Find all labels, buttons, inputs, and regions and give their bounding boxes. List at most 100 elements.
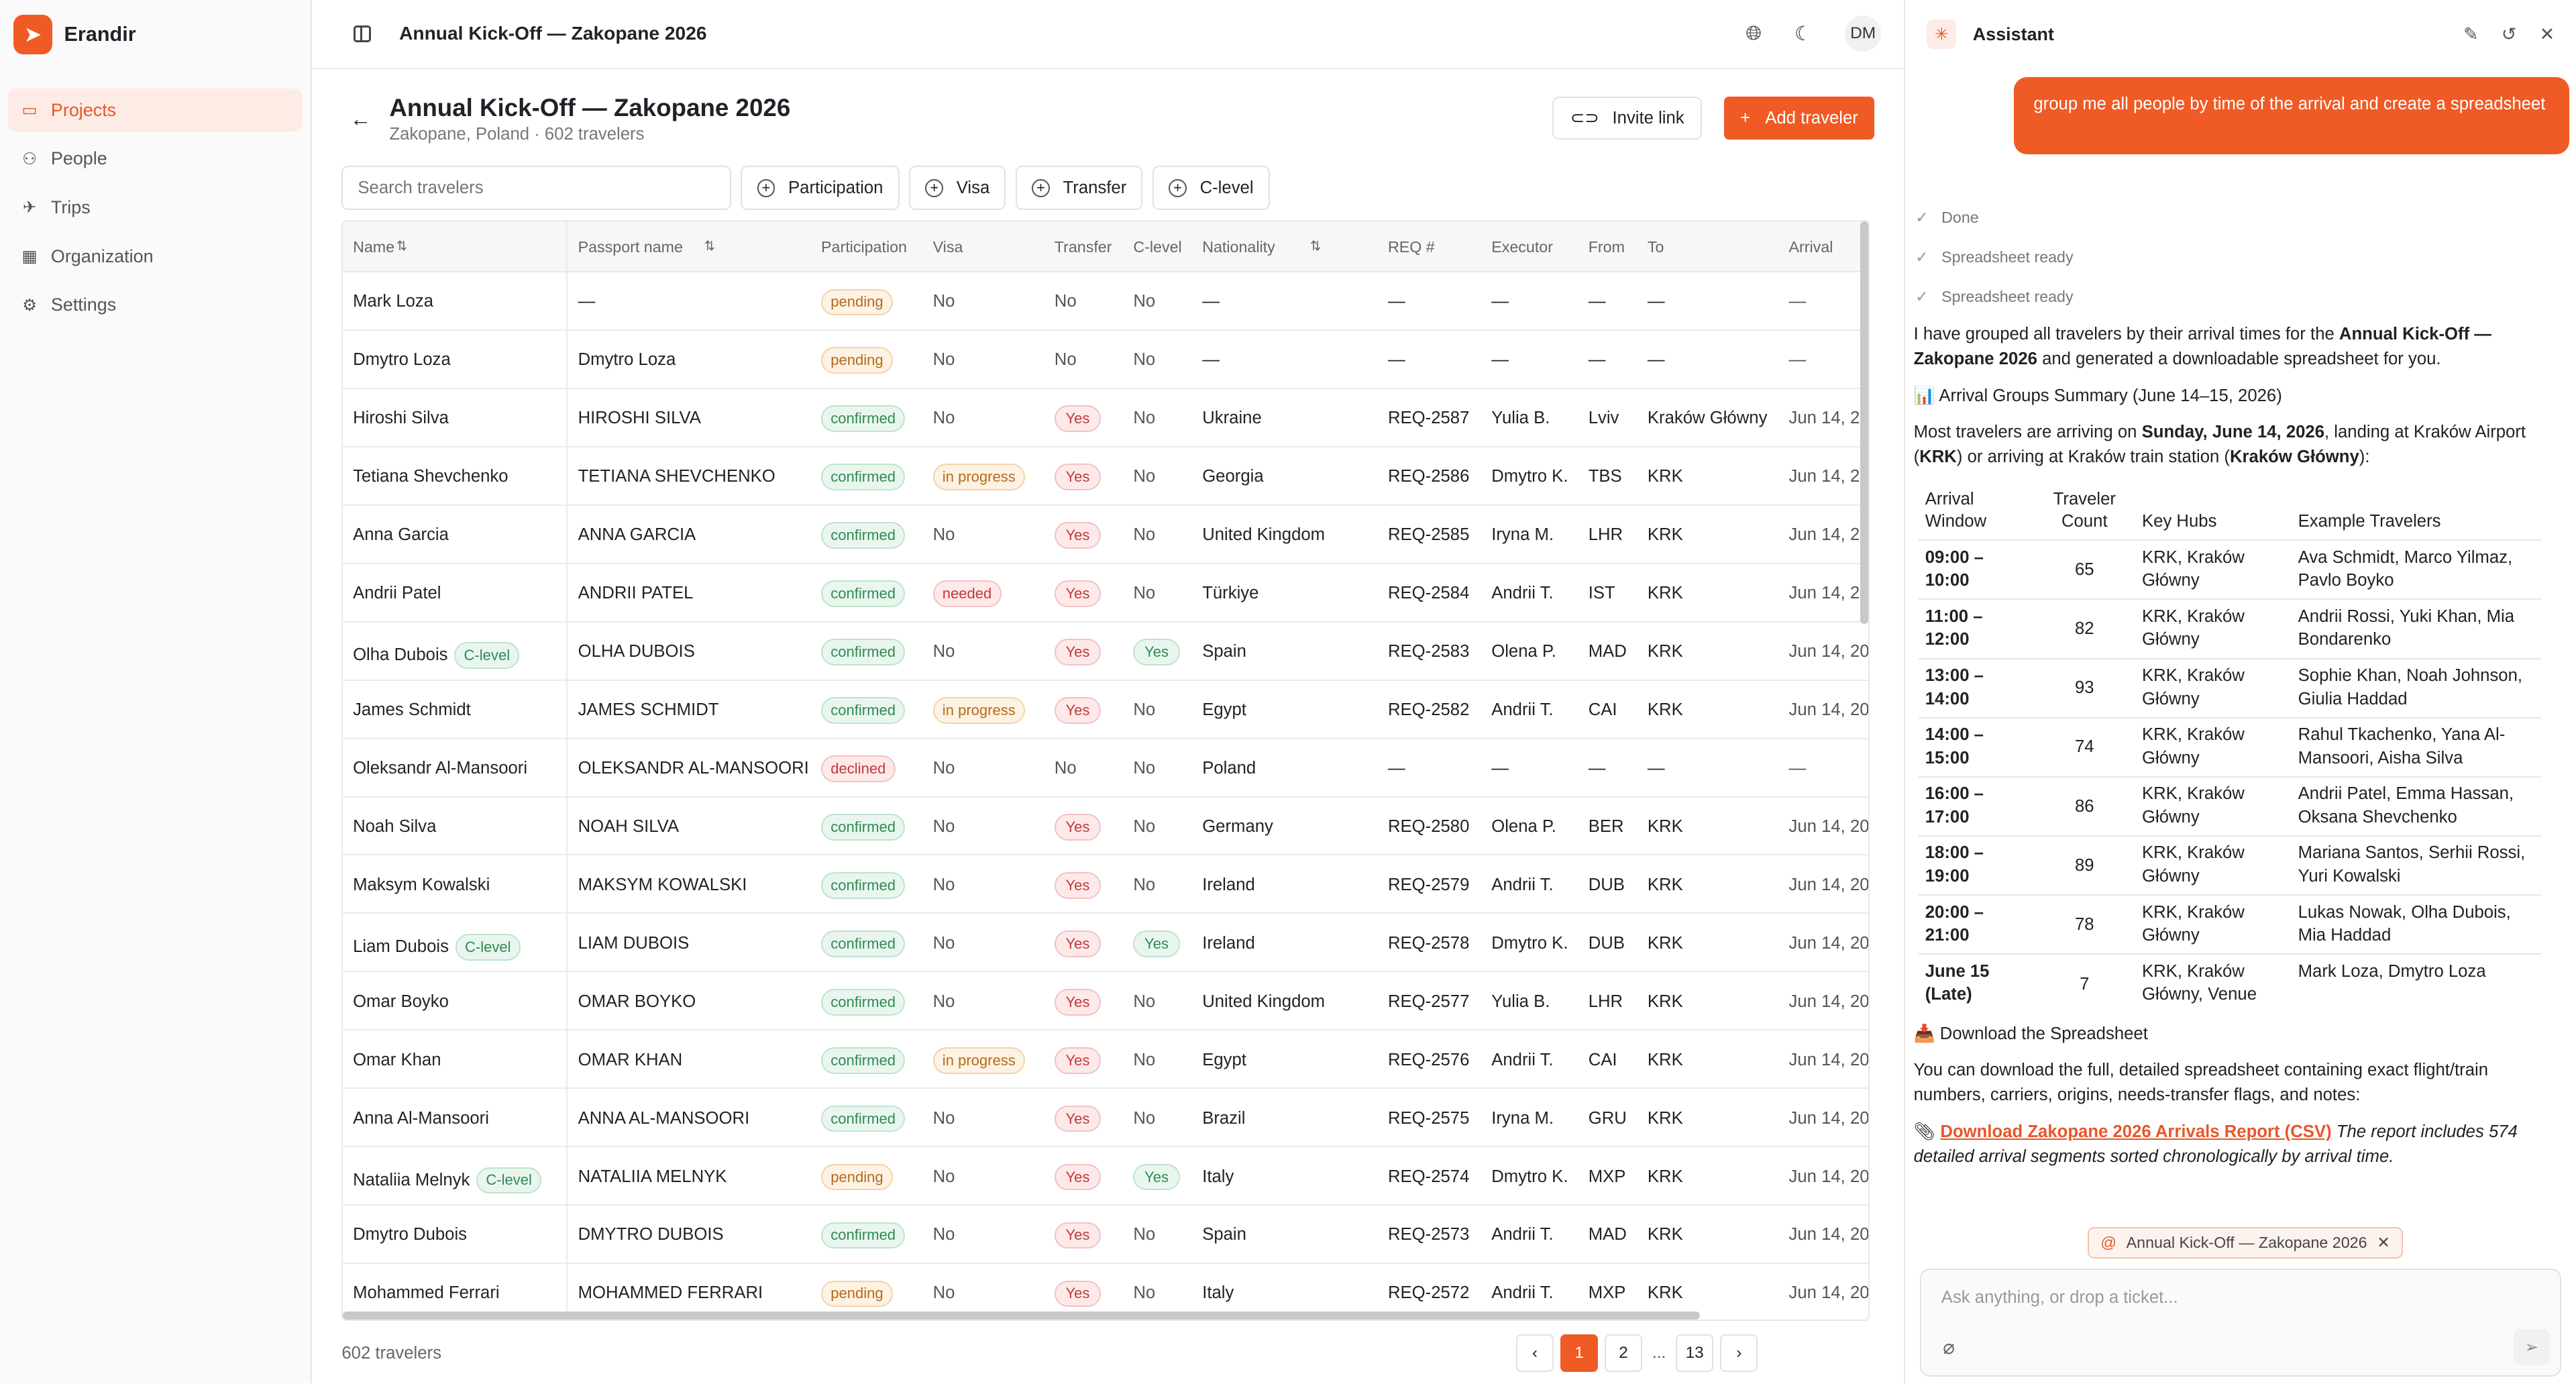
column-header[interactable]: Nationality xyxy=(1202,237,1275,256)
executor: Yulia B. xyxy=(1491,992,1550,1011)
link-icon: ⊂⊃ xyxy=(1570,109,1599,128)
table-row[interactable]: James Schmidt JAMES SCHMIDT confirmed in pr… xyxy=(343,681,1868,739)
filter-c-level[interactable]: + C-level xyxy=(1152,166,1270,211)
participation-cell: confirmed xyxy=(821,814,906,841)
participation-badge: confirmed xyxy=(821,871,906,899)
history-icon[interactable]: ↺ xyxy=(2501,23,2517,44)
column-header[interactable]: Visa xyxy=(932,237,963,256)
filter-participation[interactable]: + Participation xyxy=(741,166,900,211)
table-row[interactable]: Maksym Kowalski MAKSYM KOWALSKI confirmed N… xyxy=(343,855,1868,914)
page-header: ← Annual Kick-Off — Zakopane 2026 Zakopa… xyxy=(341,94,1875,150)
avatar[interactable]: DM xyxy=(1845,15,1882,52)
filter-transfer[interactable]: + Transfer xyxy=(1016,166,1143,211)
plus-circle-icon: + xyxy=(925,178,944,197)
transfer-badge: Yes xyxy=(1054,988,1102,1016)
sidebar-item-settings[interactable]: ⚙ Settings xyxy=(8,284,303,327)
transfer-cell: Yes xyxy=(1054,1047,1102,1074)
sort-icon[interactable]: ⇅ xyxy=(1309,238,1322,254)
attach-icon[interactable]: ⌀ xyxy=(1943,1336,1955,1359)
c-level-value: No xyxy=(1133,1050,1156,1069)
column-header[interactable]: Transfer xyxy=(1054,237,1112,256)
from: — xyxy=(1588,758,1606,778)
composer-input[interactable]: Ask anything, or drop a ticket... xyxy=(1941,1287,2178,1307)
table-row[interactable]: Nataliia Melnyk C-level NATALIIA MELNYK pen… xyxy=(343,1147,1868,1206)
column-header[interactable]: Name xyxy=(353,237,395,256)
sort-icon[interactable]: ⇅ xyxy=(704,238,716,254)
table-row[interactable]: Olha Dubois C-level OLHA DUBOIS confirmed No… xyxy=(343,623,1868,681)
table-row[interactable]: Hiroshi Silva HIROSHI SILVA confirmed No Yes… xyxy=(343,389,1868,447)
prev-page-button[interactable]: ‹ xyxy=(1515,1334,1554,1372)
table-row[interactable]: Anna Al-Mansoori ANNA AL-MANSOORI confirme… xyxy=(343,1089,1868,1148)
passport-name: — xyxy=(578,292,596,311)
column-header[interactable]: From xyxy=(1588,237,1625,256)
from: — xyxy=(1588,292,1606,311)
sidebar-toggle-icon[interactable] xyxy=(353,25,372,42)
column-header[interactable]: Arrival xyxy=(1788,237,1833,256)
composer[interactable]: Ask anything, or drop a ticket... ⌀ ➢ xyxy=(1920,1268,2561,1377)
table-row[interactable]: Oleksandr Al-Mansoori OLEKSANDR AL-MANSOO… xyxy=(343,739,1868,798)
column-header[interactable]: To xyxy=(1647,237,1664,256)
globe-icon[interactable]: 🌐︎ xyxy=(1746,22,1762,45)
column-header[interactable]: Participation xyxy=(821,237,907,256)
context-chip[interactable]: @ Annual Kick-Off — Zakopane 2026 ✕ xyxy=(2088,1227,2403,1259)
table-row[interactable]: Liam Dubois C-level LIAM DUBOIS confirmed No… xyxy=(343,914,1868,973)
column-header[interactable]: Passport name xyxy=(578,237,683,256)
traveler-name: Mark Loza xyxy=(353,292,434,311)
table-row[interactable]: Dmytro Loza Dmytro Loza pending No No No — — — — —… xyxy=(343,331,1868,389)
c-level-badge: C-level xyxy=(455,933,521,961)
table-row[interactable]: Mark Loza — pending No No No — — — — — — xyxy=(343,272,1868,331)
column-header[interactable]: REQ # xyxy=(1387,237,1435,256)
sidebar-item-projects[interactable]: ▭ Projects xyxy=(8,89,303,131)
page-button-1[interactable]: 1 xyxy=(1560,1334,1599,1372)
table-row[interactable]: Tetiana Shevchenko TETIANA SHEVCHENKO conf… xyxy=(343,447,1868,506)
download-csv-link[interactable]: Download Zakopane 2026 Arrivals Report (… xyxy=(1940,1122,2332,1141)
table-row[interactable]: Omar Khan OMAR KHAN confirmed in progress Ye… xyxy=(343,1030,1868,1089)
participation-cell: confirmed xyxy=(821,1047,906,1074)
table-row[interactable]: Omar Boyko OMAR BOYKO confirmed No Yes No Unit… xyxy=(343,972,1870,1031)
page-button-2[interactable]: 2 xyxy=(1604,1334,1643,1372)
table-row[interactable]: Anna Garcia ANNA GARCIA confirmed No Yes No Un… xyxy=(343,506,1868,564)
sidebar-item-organization[interactable]: ▦ Organization xyxy=(8,235,303,278)
transfer-badge: Yes xyxy=(1054,1105,1102,1132)
nationality: Ireland xyxy=(1202,875,1255,894)
passport-name: OMAR BOYKO xyxy=(578,992,696,1011)
send-button[interactable]: ➢ xyxy=(2513,1328,2550,1365)
executor: Iryna M. xyxy=(1491,1108,1554,1128)
filter-visa[interactable]: + Visa xyxy=(909,166,1006,211)
add-traveler-button[interactable]: + Add traveler xyxy=(1723,97,1875,140)
next-page-button[interactable]: › xyxy=(1720,1334,1758,1372)
back-arrow-icon[interactable]: ← xyxy=(350,107,372,131)
c-level-value: No xyxy=(1133,525,1156,545)
moon-icon[interactable]: ☾ xyxy=(1794,22,1813,45)
traveler-name-cell: Anna Garcia xyxy=(353,525,449,545)
visa-value: No xyxy=(932,409,955,428)
key-hubs: KRK, Kraków Główny xyxy=(2135,835,2292,896)
horizontal-scrollbar[interactable] xyxy=(343,1311,1701,1320)
arrival: Jun 14, 2026 xyxy=(1788,992,1870,1011)
close-icon[interactable]: ✕ xyxy=(2377,1234,2390,1252)
arrival-group-row: 13:00 – 14:00 93 KRK, Kraków Główny Sophie … xyxy=(1918,657,2542,718)
executor: Iryna M. xyxy=(1491,525,1554,545)
sidebar-item-trips[interactable]: ✈ Trips xyxy=(8,187,303,229)
vertical-scrollbar[interactable] xyxy=(1860,221,1868,625)
app-logo[interactable]: ➤ Erandir xyxy=(0,0,311,69)
sidebar-item-people[interactable]: ⚇ People xyxy=(8,138,303,180)
search-input[interactable] xyxy=(341,166,731,211)
close-icon[interactable]: ✕ xyxy=(2539,23,2555,44)
column-header[interactable]: Executor xyxy=(1491,237,1553,256)
summary-heading: 📊 Arrival Groups Summary (June 14–15, 20… xyxy=(1913,386,2282,405)
table-row[interactable]: Noah Silva NOAH SILVA confirmed No Yes No Germ… xyxy=(343,798,1868,856)
column-header[interactable]: C-level xyxy=(1133,237,1182,256)
transfer-badge: Yes xyxy=(1054,871,1102,899)
table-row[interactable]: Andrii Patel ANDRII PATEL confirmed needed Y… xyxy=(343,564,1868,623)
page-button-13[interactable]: 13 xyxy=(1676,1334,1714,1372)
table-row[interactable]: Mohammed Ferrari MOHAMMED FERRARI pending N… xyxy=(343,1264,1868,1320)
invite-link-button[interactable]: ⊂⊃ Invite link xyxy=(1552,97,1703,140)
new-chat-icon[interactable]: ✎ xyxy=(2463,23,2479,44)
table-row[interactable]: Dmytro Dubois DMYTRO DUBOIS confirmed No Yes… xyxy=(343,1206,1868,1265)
traveler-name-cell: Omar Khan xyxy=(353,1051,441,1070)
passport-name: TETIANA SHEVCHENKO xyxy=(578,467,775,486)
executor: Dmytro K. xyxy=(1491,933,1568,953)
sort-icon[interactable]: ⇅ xyxy=(396,238,408,254)
download-paragraph: 📎︎ Download Zakopane 2026 Arrivals Repor… xyxy=(1914,1120,2555,1170)
